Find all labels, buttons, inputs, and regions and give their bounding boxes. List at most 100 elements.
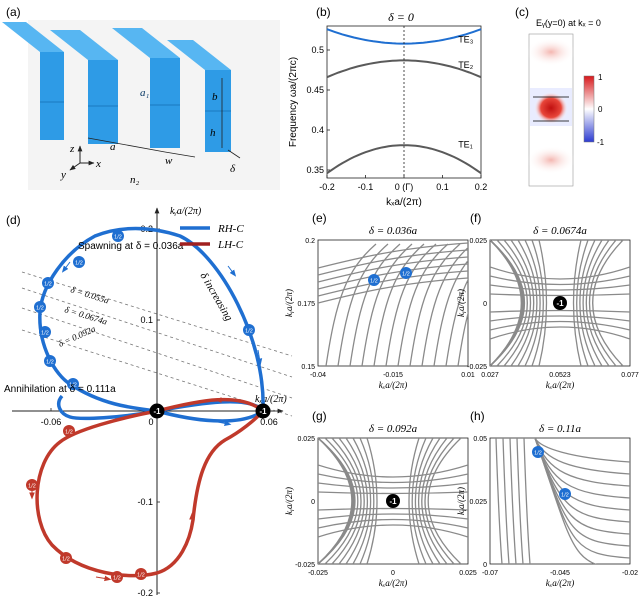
stream-diag-11 (457, 311, 468, 366)
panel-d-markers: 1/21/21/21/21/21/21/21/21/21/21/21/2 1/2-… (26, 230, 271, 583)
dim-label-delta: δ (230, 163, 236, 175)
band-line-1 (326, 144, 482, 175)
stream-rcurve-6 (411, 438, 427, 564)
stream-lcurve-5 (352, 438, 372, 564)
panel-h-xtick-2: -0.02 (622, 570, 638, 577)
rh-c-marker-label-5: 1/2 (46, 360, 54, 366)
annotation-delta-increasing: δ increasing (197, 271, 235, 324)
rh-c-arrow-5 (217, 420, 232, 427)
panel-e-xlabel: kₓa/(2π) (379, 380, 408, 390)
stream-lcurve-6 (359, 438, 375, 564)
panel-g: δ = 0.092a -1 -0.025 0.025 0 0 0.025 -0.025 kₓa/… (284, 423, 477, 588)
panel-a: (a) a w b h δ a₁ z y x n₂ (2, 5, 280, 190)
stream-rcurve-4 (582, 240, 603, 366)
dim-label-h: h (210, 127, 216, 139)
stream-bot-4 (318, 524, 468, 538)
stream-lcurve-1 (496, 240, 528, 366)
stream-diag-4 (373, 243, 425, 366)
b-xtick-label-2: 0 (Γ) (395, 182, 413, 192)
stream-bot-1 (318, 507, 468, 511)
dashed-line-1 (21, 271, 293, 357)
panel-h-label: (h) (470, 409, 485, 423)
stream-rcurve-2 (589, 240, 617, 366)
panel-h-ylabel: kᵧa/(2π) (456, 487, 466, 515)
field-lobe-bottom (527, 146, 575, 174)
b-xtick-label-1: -0.1 (358, 182, 374, 192)
stream-bot-1 (490, 309, 630, 313)
panel-e-xtick-2: 0.01 (461, 372, 475, 379)
panel-g-charge-label: -1 (389, 497, 397, 506)
panel-d-ylabel: kᵧa/(2π) (170, 206, 202, 217)
annotation-spawning: Spawning at δ = 0.036a (78, 241, 184, 252)
rh-c-marker-4 (39, 326, 51, 338)
b-xtick-label-0: -0.2 (319, 182, 335, 192)
lh-c-marker-2 (60, 552, 72, 564)
rh-c-marker-2 (42, 277, 54, 289)
panel-g-xtick-2: 0.025 (459, 570, 477, 577)
stream-diag-9 (433, 259, 468, 366)
dim-label-w: w (165, 155, 173, 167)
panel-d: (d) -0.06 0 0.060.20.1-0.1-0.2 kᵧa/(2π) kₓ… (4, 206, 293, 598)
band-label-2: TE₂ (458, 60, 474, 70)
rh-c-marker-label-0: 1/2 (114, 235, 122, 241)
lh-c-marker-4 (135, 568, 147, 580)
charge-minus-one-label-0: -1 (153, 407, 161, 416)
b-xtick-label-4: 0.2 (475, 182, 488, 192)
stream-lcurve-7 (366, 438, 378, 564)
prism-top-3 (112, 28, 180, 58)
panel-g-charge (386, 494, 400, 508)
panel-g-ytick-1: 0 (311, 499, 315, 506)
panel-g-streamlines (318, 438, 468, 564)
lh-c-marker-label-3: 1/2 (113, 576, 121, 582)
panel-g-ytick-2: -0.025 (295, 562, 315, 569)
rh-c-marker-label-4: 1/2 (41, 331, 49, 337)
annotation-spawning-text: Spawning at δ = 0.036a (78, 241, 184, 252)
panel-a-label: (a) (6, 5, 21, 19)
stream-top-1 (490, 293, 630, 297)
stream-bot-2 (318, 513, 468, 520)
stream-lcurve-4 (517, 240, 538, 366)
stream-left-4 (523, 438, 531, 564)
stream-rcurve-1 (427, 438, 462, 564)
d-ytick-label-3: -0.2 (137, 588, 153, 598)
panel-e-title: δ = 0.036a (369, 225, 418, 237)
stream-lcurve-3 (510, 240, 535, 366)
lh-c-marker-label-0: 1/2 (65, 430, 73, 436)
stream-rcurve-1 (592, 240, 624, 366)
panel-g-xtick-1: 0 (391, 570, 395, 577)
panel-h: δ = 0.11a 1/2 1/2 -0.07 0.05 -0.045 0.025 -0.02… (456, 423, 638, 588)
panel-h-xtick-0: -0.07 (482, 570, 498, 577)
colorbar-tick-max: 1 (598, 73, 603, 82)
b-ytick-label-1: 0.4 (311, 125, 324, 135)
panel-b-ylabel: Frequency ωa/(2πc) (288, 57, 299, 147)
stream-rcurve-7 (572, 240, 582, 366)
axis-y-label: y (60, 169, 66, 181)
panel-f-charge (553, 296, 567, 310)
rh-c-lower-arc (156, 409, 265, 423)
panel-e-marker-label-1: 1/2 (402, 272, 410, 278)
grating-prisms (2, 22, 231, 152)
rh-c-tail (57, 394, 158, 421)
stream-lcurve-7 (538, 240, 548, 366)
stream-left-3 (516, 438, 524, 564)
panel-f-ylabel: kᵧa/(2π) (456, 289, 466, 317)
panel-h-marker-label-1: 1/2 (561, 493, 569, 499)
colorbar-tick-mid: 0 (598, 105, 603, 114)
stream-top-4 (318, 464, 468, 478)
stream-diag-7 (409, 243, 461, 366)
panel-e-xtick-1: -0.015 (383, 372, 403, 379)
d-ytick-label-2: -0.1 (137, 497, 153, 507)
stream-lcurve-2 (503, 240, 531, 366)
panel-h-ytick-0: 0.05 (473, 436, 487, 443)
panel-d-xlabel: kₓa/(2π) (255, 394, 287, 405)
panel-e-frame (317, 239, 469, 367)
stream-fan-0 (534, 438, 630, 463)
b-ytick-label-0: 0.35 (306, 165, 324, 175)
lh-c-marker-label-4: 1/2 (137, 573, 145, 579)
stream-left-2 (509, 438, 517, 564)
stream-left-0 (495, 438, 503, 564)
panel-e-marker-label-0: 1/2 (370, 279, 378, 285)
stream-left-7 (318, 438, 353, 564)
stream-lcurve-3 (338, 438, 365, 564)
